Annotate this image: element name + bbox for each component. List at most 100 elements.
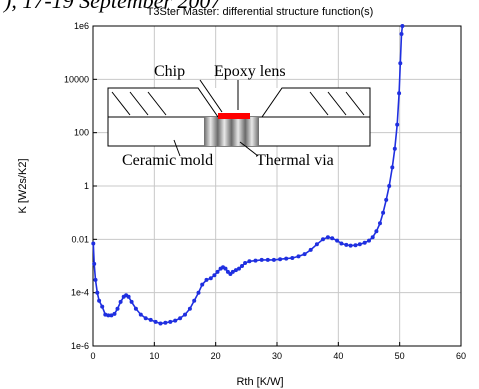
data-point bbox=[196, 290, 201, 295]
data-point bbox=[103, 312, 108, 317]
data-point bbox=[129, 299, 134, 304]
x-axis-label: Rth [K/W] bbox=[236, 376, 283, 388]
data-point bbox=[308, 247, 313, 252]
data-point bbox=[168, 319, 173, 324]
data-point bbox=[173, 318, 178, 323]
y-tick-label: 1e6 bbox=[74, 21, 89, 31]
data-point bbox=[240, 264, 244, 268]
data-point bbox=[92, 261, 97, 266]
data-point bbox=[112, 311, 117, 316]
data-point bbox=[381, 210, 386, 215]
arrow-via bbox=[239, 141, 259, 157]
data-point bbox=[163, 320, 168, 325]
data-point bbox=[106, 313, 111, 318]
data-point bbox=[233, 268, 238, 273]
data-point bbox=[390, 165, 395, 170]
data-point bbox=[395, 122, 400, 127]
data-point bbox=[138, 312, 143, 317]
x-tick-label: 40 bbox=[333, 351, 343, 361]
data-point bbox=[387, 184, 392, 188]
arrow-mold bbox=[173, 139, 181, 157]
hatch-left bbox=[111, 91, 167, 116]
data-point bbox=[237, 266, 241, 271]
y-tick-label: 100 bbox=[74, 128, 89, 138]
y-tick-label: 1 bbox=[84, 181, 89, 191]
data-point bbox=[247, 259, 252, 264]
data-point bbox=[259, 257, 264, 262]
inset-diagram: Chip Epoxy lens Ceramic mold Thermal via bbox=[107, 63, 371, 169]
header-text: ), 17-19 September 2007 bbox=[4, 0, 222, 13]
data-point bbox=[158, 321, 163, 326]
data-point bbox=[357, 242, 362, 247]
data-point bbox=[192, 298, 197, 303]
data-point bbox=[126, 294, 131, 299]
data-point bbox=[95, 290, 100, 295]
data-point bbox=[187, 306, 192, 311]
data-point bbox=[353, 243, 358, 248]
data-point bbox=[143, 316, 148, 321]
data-point bbox=[153, 319, 158, 324]
data-point bbox=[208, 276, 213, 281]
y-tick-label: 1e-6 bbox=[71, 341, 89, 351]
data-point bbox=[278, 257, 283, 262]
x-tick-label: 30 bbox=[272, 351, 282, 361]
data-point bbox=[93, 277, 98, 282]
data-point bbox=[284, 256, 289, 261]
label-epoxy-lens: Epoxy lens bbox=[214, 63, 286, 80]
data-point bbox=[325, 235, 330, 240]
data-point bbox=[183, 312, 187, 317]
label-ceramic-mold: Ceramic mold bbox=[122, 152, 213, 169]
data-point bbox=[384, 197, 389, 202]
data-point bbox=[215, 269, 220, 274]
data-point bbox=[109, 313, 114, 318]
data-point bbox=[378, 221, 382, 226]
data-point bbox=[178, 316, 183, 321]
data-point bbox=[400, 24, 405, 28]
arrow-chip bbox=[199, 79, 223, 113]
y-ticks: 1e-6 1e-4 0.01 1 100 10000 1e6 bbox=[64, 21, 97, 351]
series-layer bbox=[91, 24, 405, 326]
x-tick-label: 0 bbox=[90, 351, 95, 361]
x-tick-label: 10 bbox=[149, 351, 159, 361]
data-point bbox=[230, 269, 235, 274]
thermal-via bbox=[204, 117, 259, 146]
data-point bbox=[314, 242, 319, 247]
data-point bbox=[330, 236, 335, 241]
data-point bbox=[296, 254, 301, 259]
y-tick-label: 0.01 bbox=[71, 234, 89, 244]
chart-title: T3Ster Master: differential structure fu… bbox=[147, 6, 374, 18]
data-point bbox=[253, 258, 258, 263]
data-point bbox=[271, 257, 276, 262]
y-tick-label: 1e-4 bbox=[71, 288, 89, 298]
data-point bbox=[91, 241, 96, 246]
data-point bbox=[200, 282, 205, 287]
data-point bbox=[398, 61, 403, 66]
chip bbox=[218, 113, 250, 119]
data-point bbox=[348, 243, 353, 248]
data-point bbox=[370, 235, 375, 240]
data-point bbox=[212, 273, 217, 278]
x-tick-label: 60 bbox=[456, 351, 466, 361]
data-point bbox=[223, 266, 228, 271]
data-point bbox=[204, 277, 209, 282]
data-point bbox=[374, 229, 379, 234]
data-point bbox=[362, 240, 367, 245]
data-point bbox=[339, 241, 344, 246]
label-chip: Chip bbox=[154, 63, 185, 80]
data-point bbox=[100, 304, 105, 309]
x-tick-label: 50 bbox=[395, 351, 405, 361]
data-point bbox=[335, 238, 340, 243]
data-point bbox=[397, 91, 402, 96]
y-axis-label: K [W2s/K2] bbox=[17, 158, 29, 213]
data-point bbox=[148, 317, 153, 322]
header-partial-text: ), 17-19 September 2007 bbox=[0, 0, 479, 18]
hatch-right bbox=[309, 91, 365, 116]
data-point bbox=[243, 261, 248, 265]
data-point bbox=[115, 306, 120, 311]
data-point bbox=[399, 32, 404, 36]
x-ticks: 0 10 20 30 40 50 60 bbox=[90, 342, 466, 361]
x-tick-label: 20 bbox=[211, 351, 221, 361]
y-tick-label: 10000 bbox=[64, 74, 89, 84]
data-point bbox=[133, 306, 138, 311]
